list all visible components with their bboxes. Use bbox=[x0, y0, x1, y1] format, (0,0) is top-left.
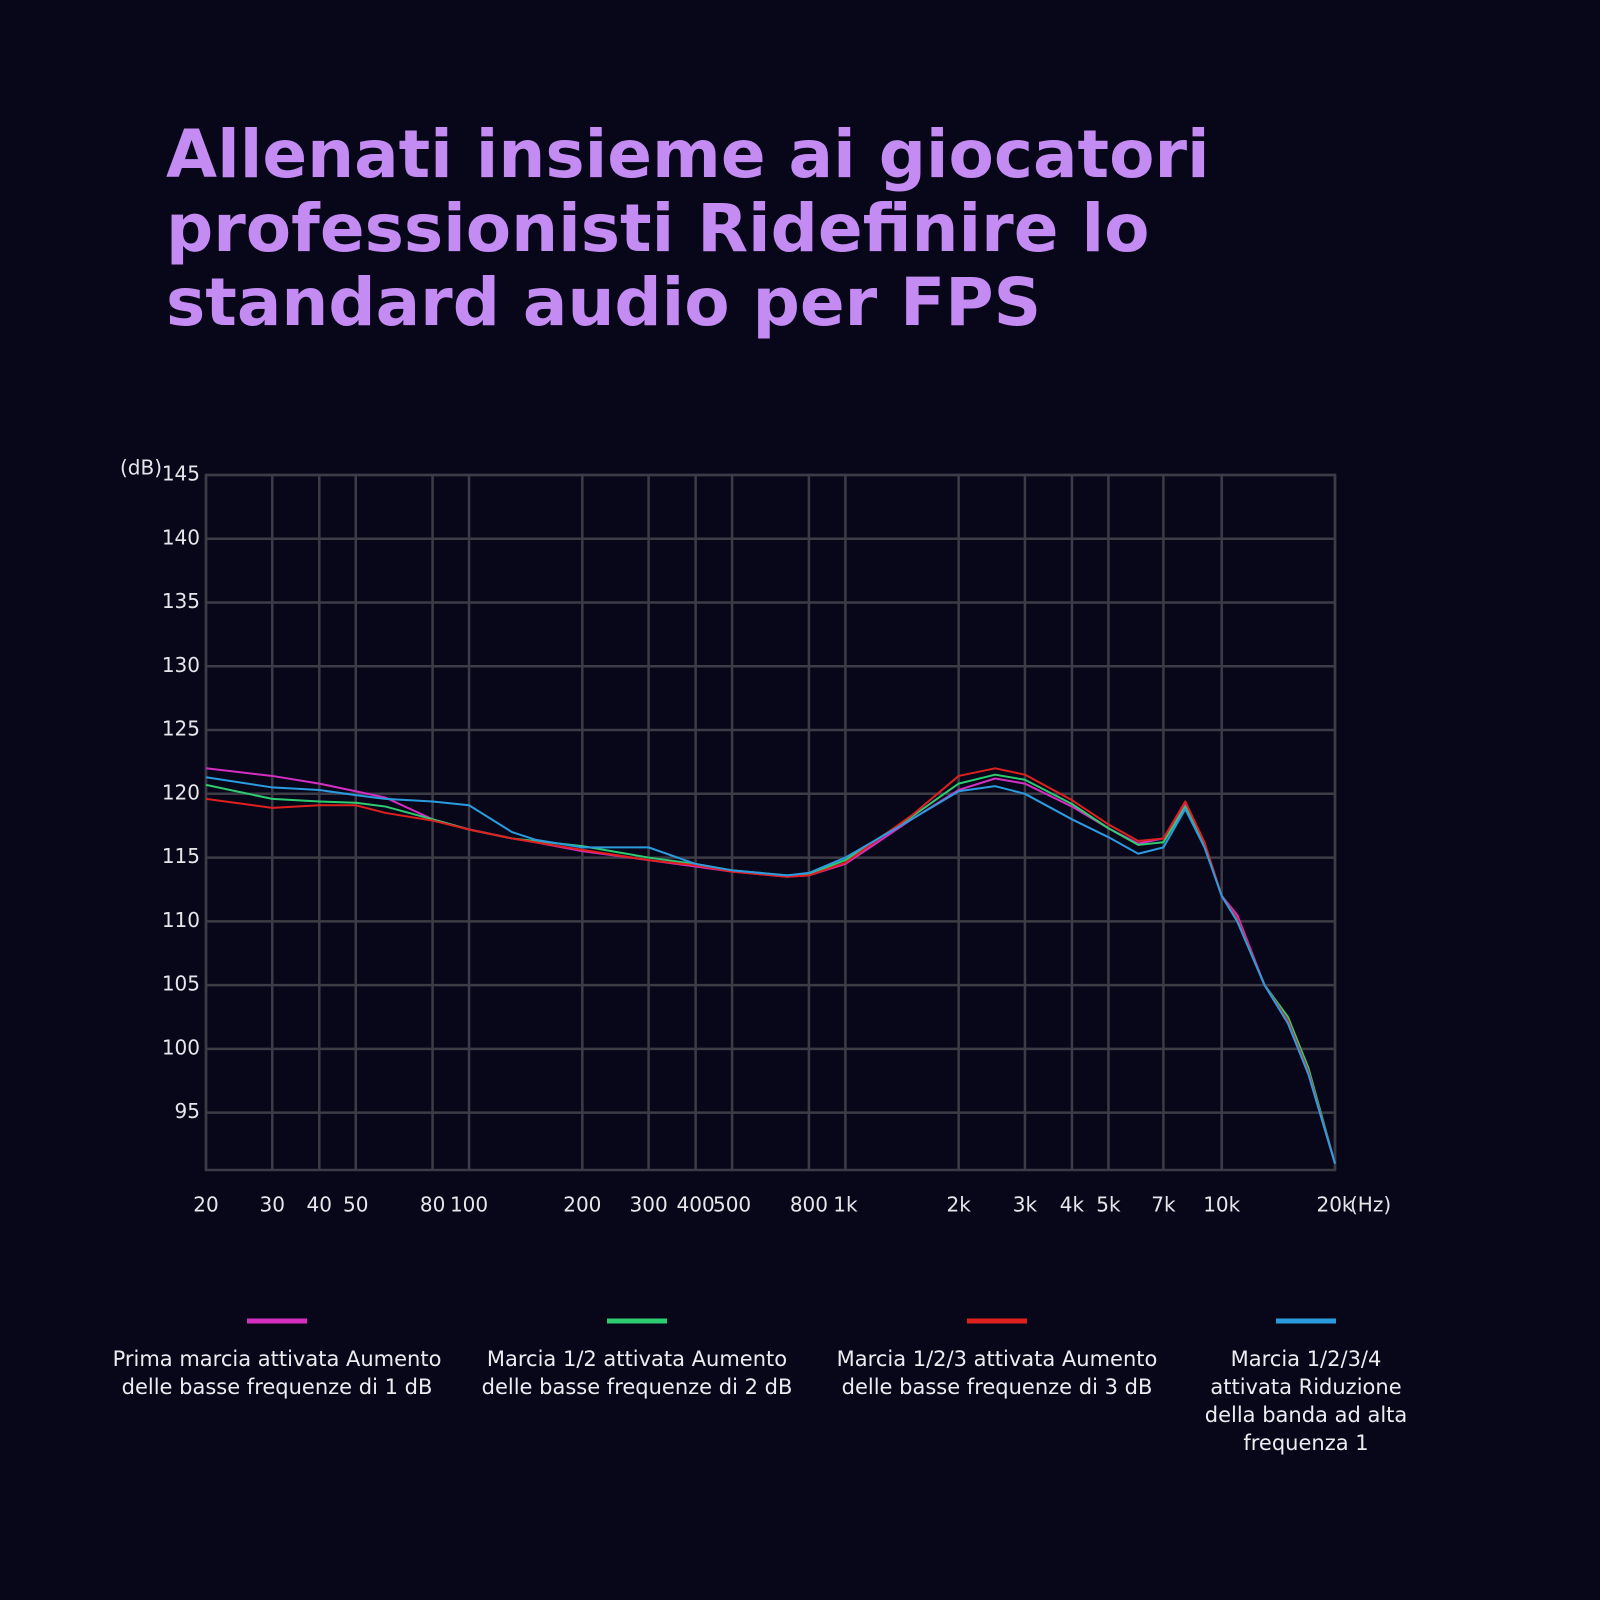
x-tick-label: 3k bbox=[1013, 1193, 1038, 1217]
x-tick-label: 20 bbox=[193, 1193, 218, 1217]
x-tick-label: 4k bbox=[1060, 1193, 1085, 1217]
y-tick-label: 110 bbox=[162, 908, 200, 932]
series-line bbox=[205, 776, 1336, 1164]
x-tick-label: 80 bbox=[420, 1193, 445, 1217]
x-tick-label: 7k bbox=[1151, 1193, 1176, 1217]
legend-label: Marcia 1/2/3 attivata Aumento delle bass… bbox=[836, 1347, 1158, 1399]
x-tick-label: 30 bbox=[260, 1193, 285, 1217]
x-tick-label: 200 bbox=[563, 1193, 601, 1217]
y-tick-label: 145 bbox=[162, 462, 200, 486]
x-axis-label: (Hz) bbox=[1350, 1193, 1391, 1217]
x-tick-label: 100 bbox=[450, 1193, 488, 1217]
x-tick-label: 400 bbox=[677, 1193, 715, 1217]
x-tick-label: 2k bbox=[947, 1193, 972, 1217]
legend-label: Prima marcia attivata Aumento delle bass… bbox=[112, 1347, 442, 1399]
chart-title: Allenati insieme ai giocatori profession… bbox=[166, 116, 1210, 341]
x-tick-label: 1k bbox=[833, 1193, 858, 1217]
x-tick-label: 800 bbox=[790, 1193, 828, 1217]
y-tick-label: 140 bbox=[162, 525, 200, 549]
y-axis-label: (dB) bbox=[120, 456, 162, 480]
x-tick-label: 40 bbox=[307, 1193, 332, 1217]
x-tick-label: 300 bbox=[630, 1193, 668, 1217]
legend-label: Marcia 1/2 attivata Aumento delle basse … bbox=[481, 1347, 793, 1399]
y-tick-label: 95 bbox=[175, 1099, 200, 1123]
x-tick-label: 5k bbox=[1096, 1193, 1121, 1217]
y-tick-label: 135 bbox=[162, 589, 200, 613]
y-tick-label: 130 bbox=[162, 653, 200, 677]
y-tick-label: 105 bbox=[162, 972, 200, 996]
x-tick-label: 50 bbox=[343, 1193, 368, 1217]
x-tick-label: 10k bbox=[1203, 1193, 1240, 1217]
plot-frame bbox=[204, 473, 1337, 1172]
y-tick-label: 115 bbox=[162, 844, 200, 868]
x-tick-label: 500 bbox=[713, 1193, 751, 1217]
series-line bbox=[205, 767, 1336, 1164]
legend-label: Marcia 1/2/3/4 attivata Riduzione della … bbox=[1204, 1347, 1408, 1455]
y-tick-label: 100 bbox=[162, 1035, 200, 1059]
y-tick-label: 125 bbox=[162, 717, 200, 741]
x-tick-label: 20k bbox=[1316, 1193, 1353, 1217]
series-line bbox=[205, 767, 1336, 1164]
y-tick-label: 120 bbox=[162, 780, 200, 804]
